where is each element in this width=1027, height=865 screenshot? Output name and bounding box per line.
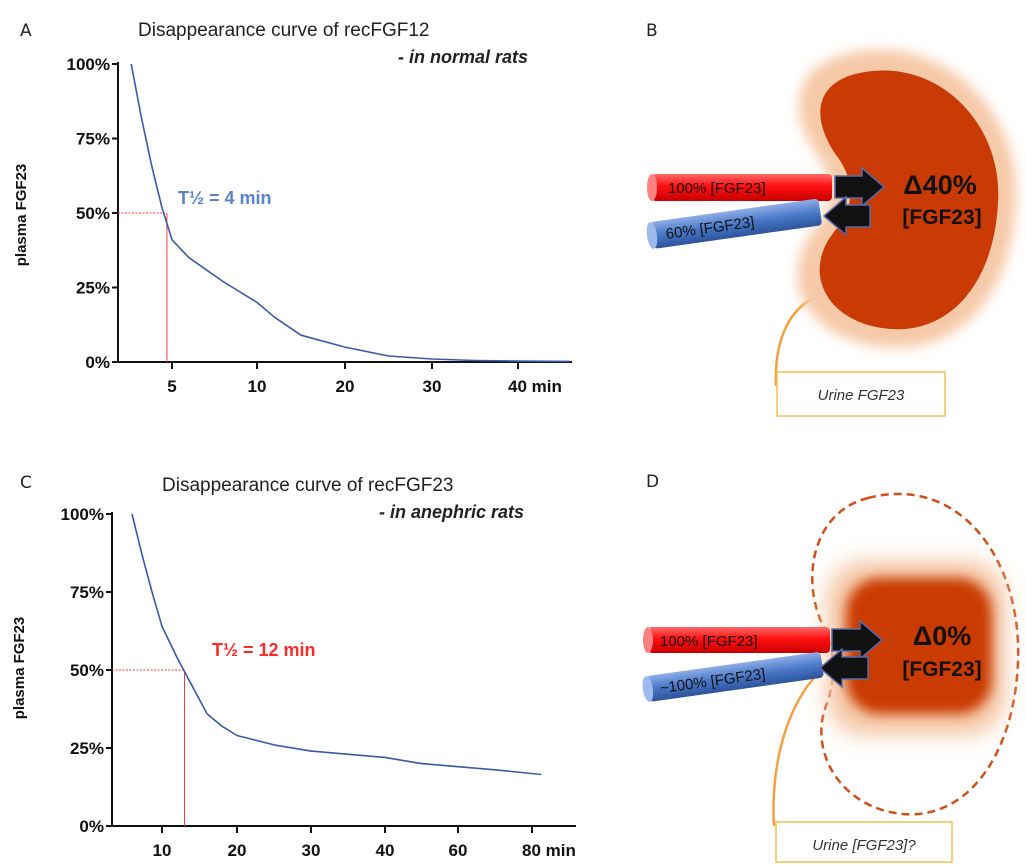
- kidney-d: [826, 560, 1006, 736]
- chart-c-y-tick-label: 25%: [70, 739, 104, 758]
- vein-tube-d: ~100% [FGF23]: [642, 652, 824, 702]
- chart-c-half-life-label: T½ = 12 min: [212, 640, 316, 660]
- chart-c-x-tick-label: 20: [228, 841, 247, 860]
- arrow-in-icon-d: [831, 619, 884, 661]
- chart-a-half-life-label: T½ = 4 min: [178, 188, 272, 208]
- panel-letter-b: B: [646, 21, 658, 41]
- kidney-body-b: [819, 70, 999, 330]
- delta-label-b: Δ40%: [903, 170, 976, 200]
- arrow-in-icon-b: [834, 166, 886, 208]
- panel-letter-d: D: [646, 472, 659, 492]
- chart-a-y-tick-label: 25%: [76, 279, 110, 298]
- chart-c-ylabel: plasma FGF23: [11, 617, 28, 720]
- arrow-out-icon-d: [818, 647, 869, 689]
- urine-label-b: Urine FGF23: [818, 387, 905, 404]
- artery-body-d: [648, 627, 830, 653]
- chart-c-curve-line: [131, 513, 542, 776]
- chart-c-y-tick-label: 75%: [70, 583, 104, 602]
- chart-c-x-tick-label: 30: [302, 841, 321, 860]
- artery-body-b: [652, 174, 832, 201]
- chart-c-x-tick-label: 80 min: [522, 841, 576, 860]
- chart-a-plot: 0% 25% 50% 75% 100% 5 10 20 30 40 min: [67, 55, 572, 396]
- chart-a-y-tick-label: 75%: [76, 130, 110, 149]
- chart-a-title: Disappearance curve of recFGF12: [138, 20, 429, 41]
- chart-a-x-tick-label: 20: [336, 377, 355, 396]
- chart-a-x-tick-label: 10: [248, 377, 267, 396]
- artery-label-d: 100% [FGF23]: [660, 633, 758, 650]
- delta-sub-label-d: [FGF23]: [902, 658, 981, 681]
- urine-label-d: Urine [FGF23]?: [812, 837, 916, 854]
- kidney-outline-dashed-d: [811, 492, 1020, 816]
- chart-c-y-tick-label: 100%: [61, 505, 104, 524]
- chart-a-x-tick-label: 40 min: [508, 377, 562, 396]
- chart-c-plot: 0% 25% 50% 75% 100% 10 20 30 40 60 80 min: [61, 505, 576, 860]
- artery-end-b: [647, 174, 657, 201]
- delta-label-d: Δ0%: [913, 621, 971, 651]
- artery-tube-b: 100% [FGF23]: [647, 174, 832, 201]
- chart-a-x-tick-label: 5: [167, 377, 176, 396]
- chart-c-title: Disappearance curve of recFGF23: [162, 475, 453, 496]
- kidney-body-d: [846, 578, 992, 714]
- urine-box-d: [775, 821, 953, 863]
- chart-a-y-tick-label: 50%: [76, 204, 110, 223]
- panel-b: B Urine FGF23 100% [FGF23] 60% [FGF23] Δ…: [646, 21, 1017, 417]
- artery-tube-d: 100% [FGF23]: [643, 627, 830, 653]
- panel-letter-c: C: [20, 473, 32, 493]
- arrow-out-icon-b: [822, 195, 871, 237]
- chart-c-y-tick-label: 0%: [79, 817, 104, 836]
- artery-label-b: 100% [FGF23]: [668, 180, 766, 197]
- chart-a-curve-line: [130, 63, 571, 363]
- chart-c-x-tick-label: 60: [449, 841, 468, 860]
- panel-c: C Disappearance curve of recFGF23 - in a…: [11, 473, 576, 860]
- chart-c-subtitle: - in anephric rats: [379, 502, 524, 522]
- chart-c-x-tick-label: 40: [376, 841, 395, 860]
- vein-end-d: [642, 676, 654, 702]
- chart-a-x-tick-label: 30: [423, 377, 442, 396]
- vein-body-d: [646, 652, 824, 702]
- panel-a: A Disappearance curve of recFGF12 - in n…: [13, 20, 572, 396]
- vein-end-b: [646, 222, 658, 249]
- delta-sub-label-b: [FGF23]: [902, 206, 981, 229]
- chart-c-x-tick-label: 10: [153, 841, 172, 860]
- panel-d: D Urine [FGF23]? 100% [FGF23] ~100% [FGF…: [642, 472, 1020, 863]
- artery-end-d: [643, 627, 653, 653]
- vein-body-b: [650, 198, 822, 249]
- kidney-b: [797, 49, 1017, 348]
- panel-letter-a: A: [20, 21, 32, 41]
- chart-a-subtitle: - in normal rats: [398, 47, 528, 67]
- vein-tube-b: 60% [FGF23]: [646, 198, 822, 249]
- urine-box-b: [776, 371, 946, 417]
- chart-a-y-tick-label: 0%: [85, 353, 110, 372]
- chart-c-y-tick-label: 50%: [70, 661, 104, 680]
- chart-a-y-tick-label: 100%: [67, 55, 110, 74]
- chart-a-ylabel: plasma FGF23: [13, 164, 30, 267]
